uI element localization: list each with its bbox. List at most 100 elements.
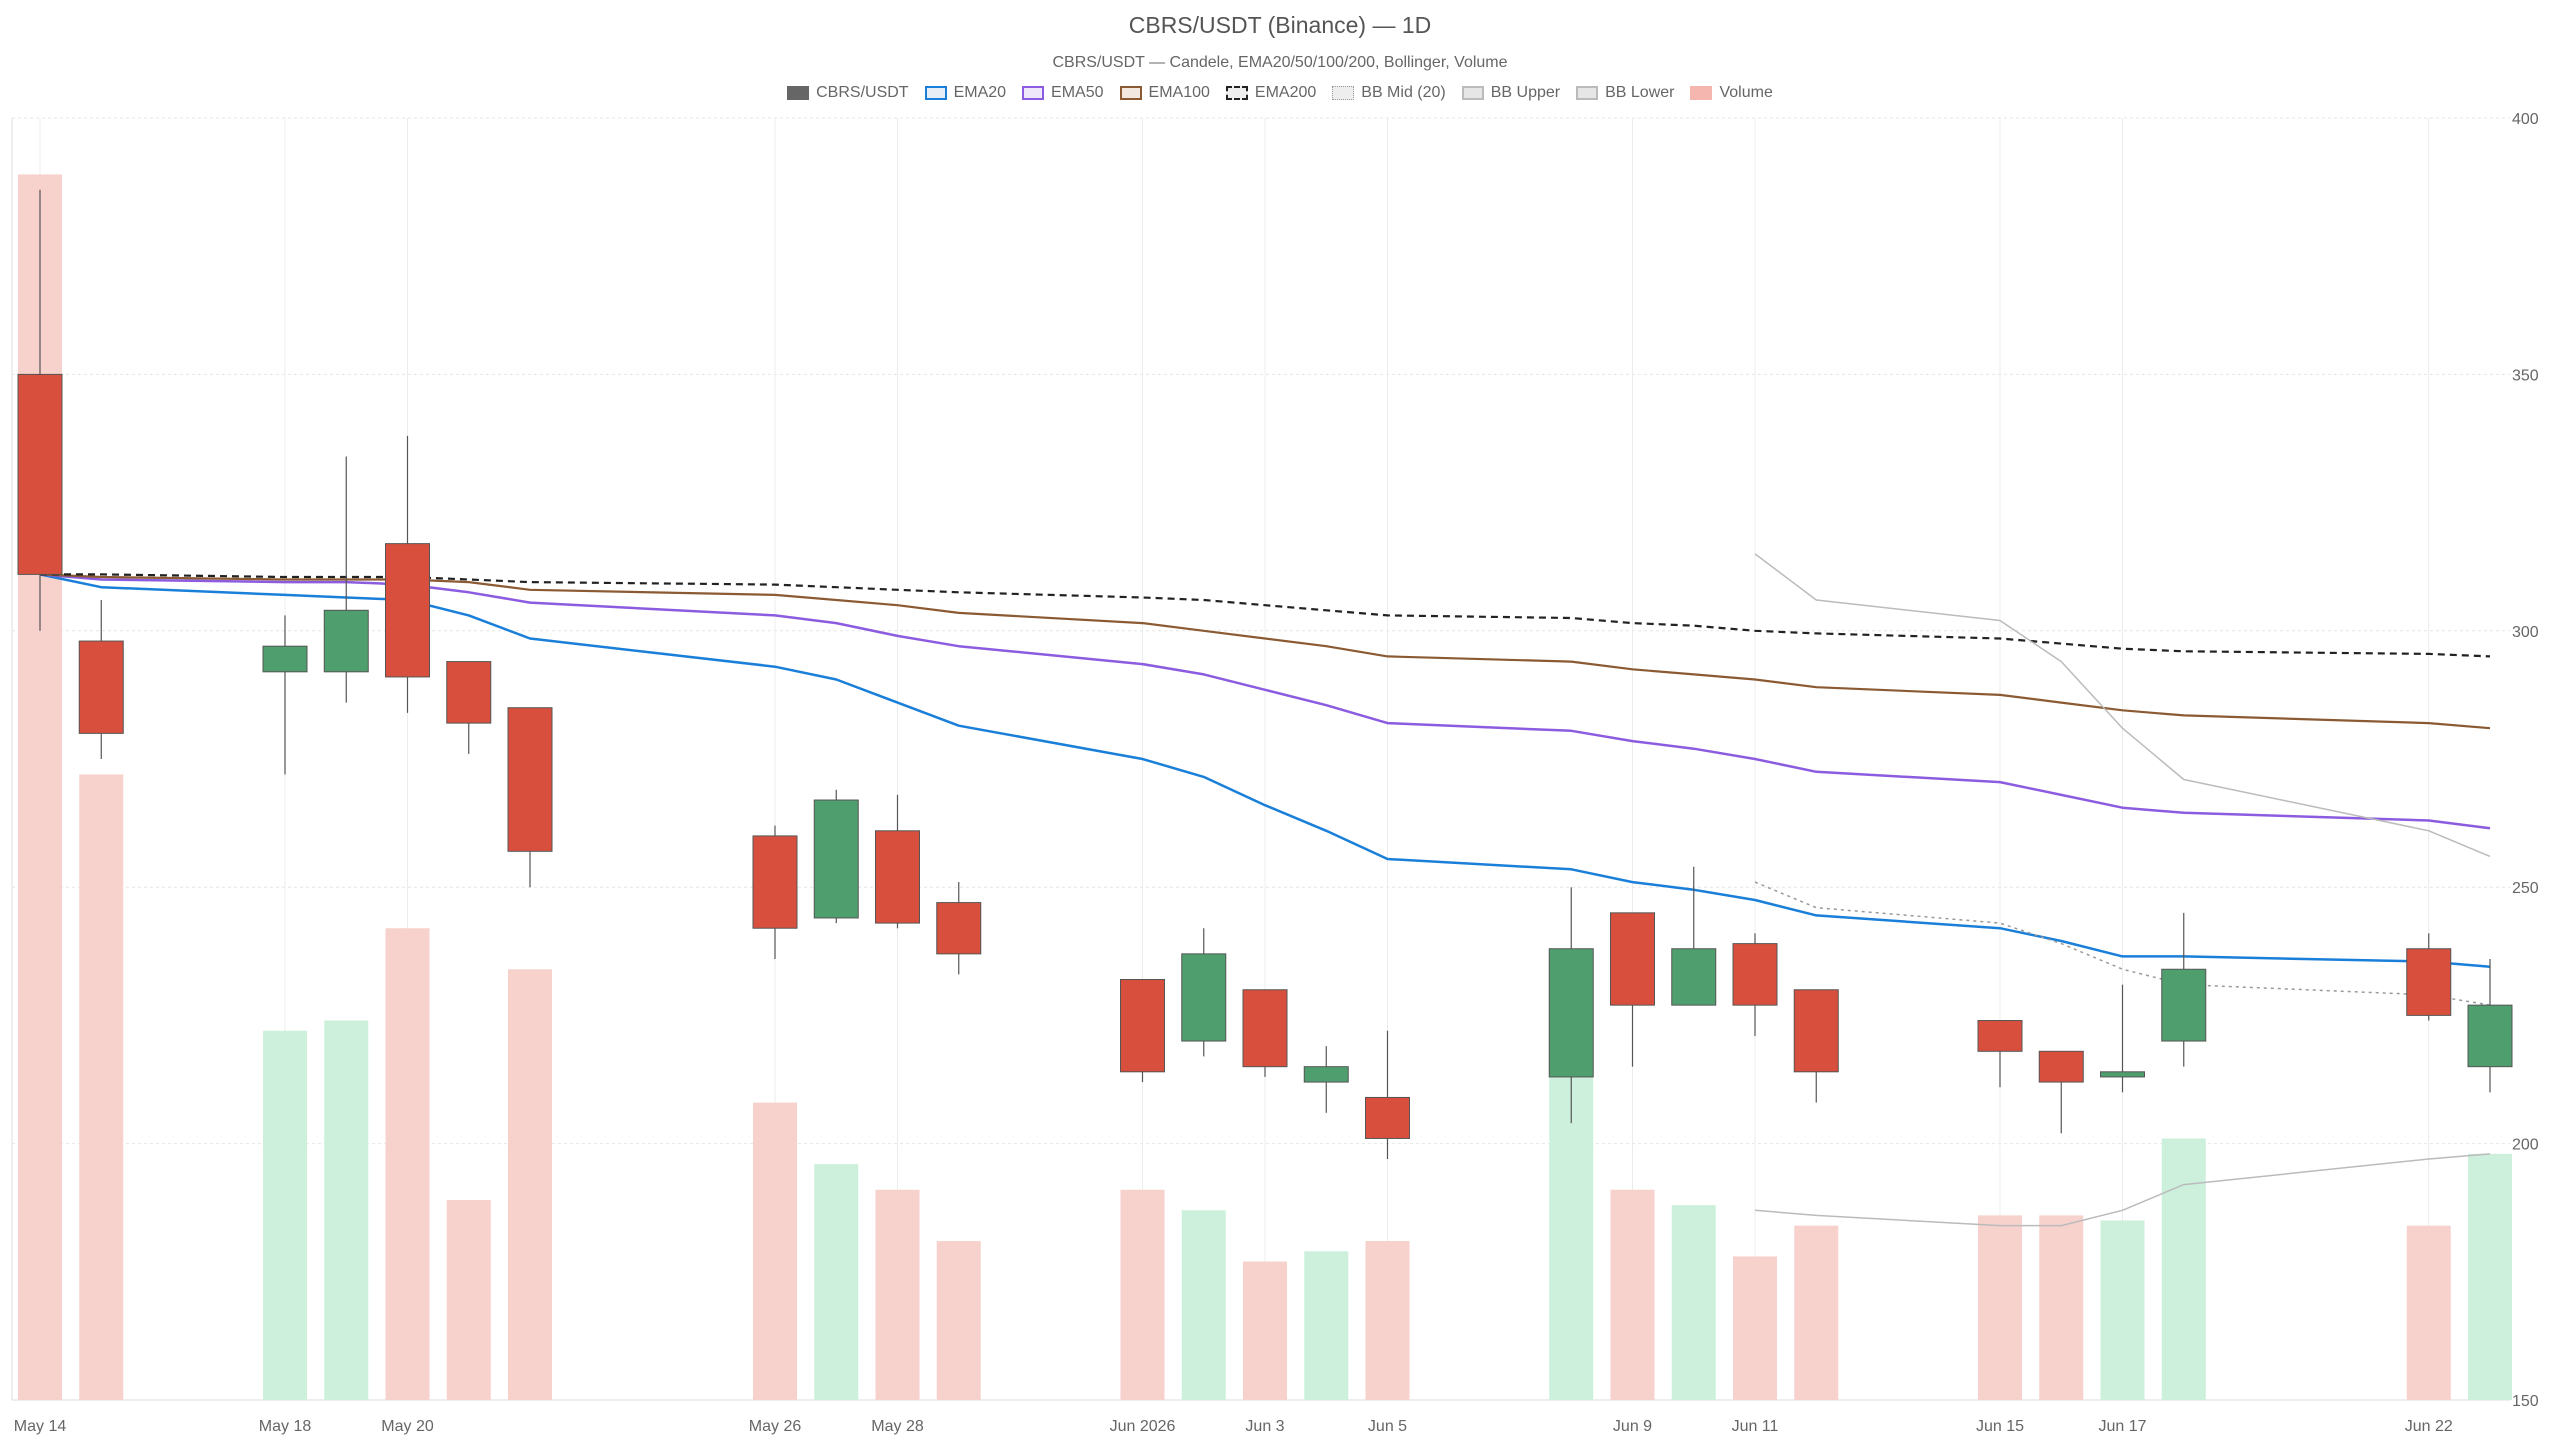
- legend-swatch: [1332, 86, 1355, 100]
- x-tick-label: Jun 9: [1613, 1418, 1652, 1435]
- candle: [1303, 1046, 1349, 1113]
- candle: [1671, 866, 1717, 1006]
- bb-lower-line: [1754, 1153, 2491, 1227]
- candle: [1732, 933, 1778, 1036]
- legend-item-volume[interactable]: Volume: [1690, 84, 1773, 102]
- candle: [78, 600, 124, 759]
- volume-bar: [1733, 1256, 1777, 1400]
- legend-swatch: [1225, 86, 1248, 100]
- volume-bar: [2406, 1225, 2451, 1400]
- legend-swatch: [1690, 86, 1713, 100]
- candle-body: [752, 835, 798, 929]
- x-tick-label: May 26: [749, 1418, 802, 1435]
- candle-body: [446, 661, 492, 724]
- legend-swatch: [1461, 86, 1484, 100]
- volume-bar: [753, 1102, 797, 1400]
- y-tick-label: 300: [2512, 624, 2539, 641]
- volume-bar: [1304, 1251, 1349, 1400]
- candle: [875, 794, 920, 929]
- volume-bar: [1610, 1189, 1655, 1400]
- y-tick-label: 350: [2512, 367, 2539, 384]
- volume-bar: [446, 1200, 491, 1400]
- grid: 150 200 250 300 350 400 May 14 May 18 May 20 May …: [12, 111, 2539, 1435]
- legend-label: BB Upper: [1490, 84, 1561, 101]
- candle-body: [2467, 1004, 2513, 1068]
- chart-title: CBRS/USDT (Binance) — 1D: [1128, 12, 1432, 38]
- volume-bar: [1181, 1210, 1226, 1400]
- legend-item-bb-mid[interactable]: BB Mid (20): [1332, 84, 1446, 102]
- candle: [2161, 912, 2207, 1067]
- candle-body: [1977, 1020, 2023, 1052]
- volume-bar: [1978, 1215, 2022, 1400]
- volume-bar: [2468, 1153, 2512, 1400]
- candle: [2038, 1050, 2084, 1134]
- candle-body: [1120, 979, 1165, 1073]
- x-tick-label: May 28: [871, 1418, 924, 1435]
- volume-bar: [1243, 1261, 1287, 1400]
- candle-body: [1732, 943, 1778, 1006]
- legend-item-ema20[interactable]: EMA20: [924, 84, 1007, 102]
- candle-body: [1303, 1066, 1349, 1083]
- candle: [1365, 1030, 1410, 1159]
- legend-item-bb-upper[interactable]: BB Upper: [1461, 84, 1561, 102]
- legend-item-ema100[interactable]: EMA100: [1119, 84, 1210, 102]
- chart-subtitle: CBRS/USDT — Candele, EMA20/50/100/200, B…: [1052, 54, 1508, 71]
- candle-body: [507, 707, 553, 852]
- x-tick-label: May 14: [14, 1418, 67, 1435]
- bb-upper-line: [1754, 553, 2491, 858]
- x-tick-label: Jun 11: [1732, 1418, 1779, 1435]
- legend-label: EMA50: [1051, 84, 1104, 101]
- volume-bar: [936, 1241, 981, 1400]
- legend-swatch: [1576, 86, 1599, 100]
- volume-bar: [263, 1030, 307, 1400]
- candle: [262, 615, 308, 775]
- legend-label: BB Mid (20): [1361, 84, 1446, 101]
- x-tick-label: Jun 15: [1976, 1418, 2024, 1435]
- x-tick-label: Jun 5: [1368, 1418, 1407, 1435]
- y-tick-label: 400: [2512, 111, 2539, 128]
- candle-body: [17, 373, 63, 575]
- volume-bar: [2039, 1215, 2084, 1400]
- x-tick-label: Jun 3: [1245, 1418, 1284, 1435]
- y-tick-label: 200: [2512, 1137, 2539, 1154]
- volume-bar: [814, 1164, 859, 1400]
- x-tick-label: Jun 2026: [1110, 1418, 1176, 1435]
- legend-swatch: [1022, 86, 1045, 100]
- candle: [2467, 958, 2513, 1093]
- candle-body: [2038, 1050, 2084, 1083]
- candle: [1181, 928, 1227, 1057]
- candle: [1548, 887, 1594, 1124]
- candle-body: [323, 609, 369, 673]
- candle: [813, 789, 859, 924]
- candle-body: [875, 830, 920, 924]
- candle: [1120, 979, 1165, 1083]
- volume-bar: [2161, 1138, 2206, 1400]
- candle-body: [262, 645, 308, 673]
- x-tick-label: May 20: [381, 1418, 434, 1435]
- legend-swatch: [924, 86, 947, 100]
- candle-body: [813, 799, 859, 919]
- legend-item-candles[interactable]: CBRS/USDT: [787, 84, 909, 102]
- volume-bar: [508, 969, 552, 1400]
- legend-item-ema50[interactable]: EMA50: [1022, 84, 1104, 102]
- candle: [2406, 933, 2452, 1021]
- candle: [323, 456, 369, 703]
- legend-item-ema200[interactable]: EMA200: [1225, 84, 1316, 102]
- candle-body: [2161, 968, 2207, 1042]
- y-tick-label: 150: [2512, 1393, 2539, 1410]
- y-tick-label: 250: [2512, 880, 2539, 897]
- candle-body: [1548, 948, 1594, 1078]
- candle: [17, 189, 63, 631]
- x-tick-label: May 18: [259, 1418, 312, 1435]
- candle-body: [1365, 1096, 1410, 1139]
- volume-bar: [875, 1189, 920, 1400]
- legend-item-bb-lower[interactable]: BB Lower: [1576, 84, 1674, 102]
- legend-swatch: [787, 86, 810, 100]
- candle: [1610, 912, 1655, 1067]
- legend-label: EMA20: [953, 84, 1007, 101]
- volume-bar: [79, 774, 124, 1400]
- candle: [2100, 984, 2145, 1093]
- candle-body: [385, 543, 430, 678]
- legend-label: EMA100: [1148, 84, 1210, 101]
